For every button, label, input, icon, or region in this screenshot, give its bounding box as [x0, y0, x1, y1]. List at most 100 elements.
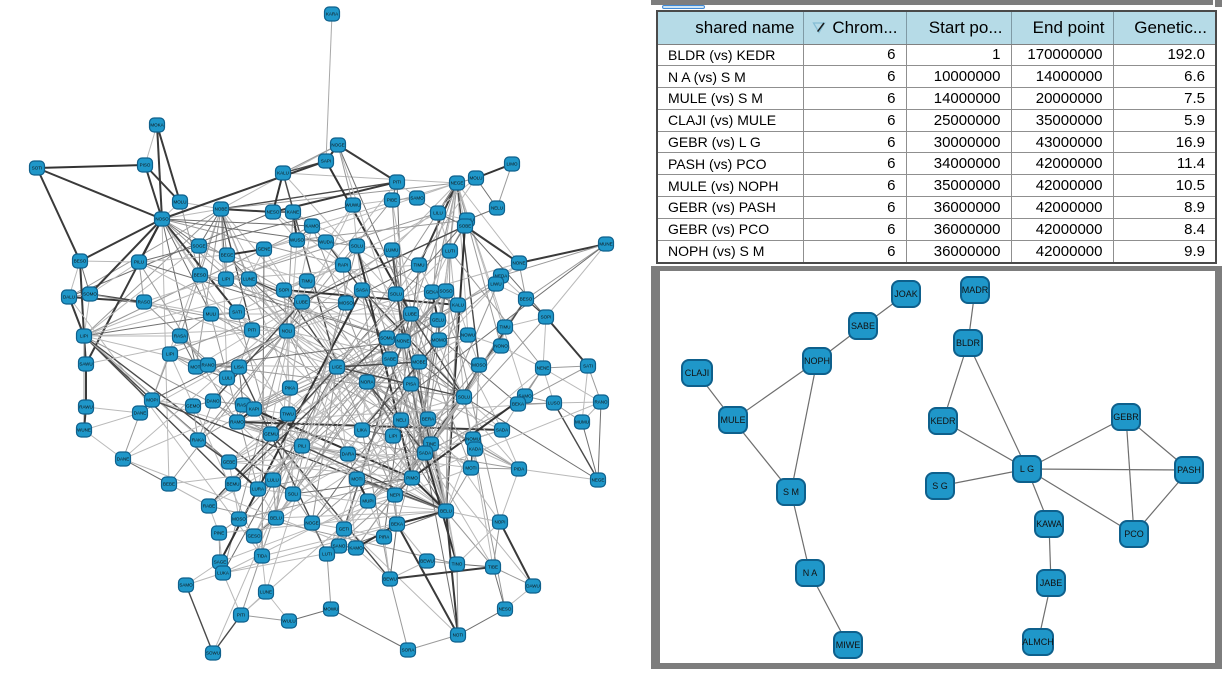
svg-text:BESO: BESO	[520, 297, 533, 302]
svg-text:NONE: NONE	[396, 339, 409, 344]
svg-text:NOLI: NOLI	[282, 329, 293, 334]
svg-text:KAWA: KAWA	[1036, 519, 1062, 529]
svg-text:BERA: BERA	[422, 417, 434, 422]
svg-text:RAKA: RAKA	[192, 438, 204, 443]
svg-text:LUTI: LUTI	[322, 552, 332, 557]
svg-text:LIPI: LIPI	[389, 434, 397, 439]
svg-text:TIBE: TIBE	[488, 565, 498, 570]
svg-text:NONO: NONO	[494, 344, 508, 349]
svg-text:SOLI: SOLI	[288, 492, 298, 497]
svg-text:N A: N A	[803, 568, 818, 578]
svg-text:RAPI: RAPI	[338, 263, 349, 268]
svg-text:KAMO: KAMO	[349, 546, 363, 551]
svg-text:BELU: BELU	[270, 516, 282, 521]
svg-text:TIDA: TIDA	[257, 554, 267, 559]
svg-text:MOSO: MOSO	[339, 301, 353, 306]
svg-text:PASH: PASH	[1177, 465, 1201, 475]
svg-text:WUDA: WUDA	[319, 240, 333, 245]
svg-text:NOTI: NOTI	[453, 633, 464, 638]
svg-text:LULI: LULI	[222, 376, 232, 381]
svg-text:LIWU: LIWU	[490, 282, 501, 287]
svg-text:SOSO: SOSO	[439, 289, 453, 294]
svg-text:RASA: RASA	[237, 403, 249, 408]
svg-text:SANO: SANO	[333, 544, 346, 549]
svg-text:MOTI: MOTI	[190, 365, 201, 370]
svg-text:WUWU: WUWU	[346, 203, 361, 208]
svg-text:NONE: NONE	[512, 261, 525, 266]
svg-text:MADR: MADR	[962, 285, 989, 295]
svg-text:PISO: PISO	[140, 163, 151, 168]
svg-text:GENE: GENE	[258, 247, 271, 252]
svg-text:GEBE: GEBE	[223, 460, 236, 465]
svg-text:DALU: DALU	[63, 295, 75, 300]
svg-text:LUNE: LUNE	[260, 590, 272, 595]
svg-text:KALU: KALU	[452, 303, 464, 308]
svg-text:LIPI: LIPI	[166, 352, 174, 357]
svg-text:PITI: PITI	[237, 613, 245, 618]
svg-text:MIWE: MIWE	[836, 640, 861, 650]
svg-text:MOTI: MOTI	[465, 466, 476, 471]
svg-text:DANO: DANO	[206, 399, 220, 404]
svg-text:KAPI: KAPI	[249, 407, 259, 412]
svg-text:WUNE: WUNE	[77, 428, 91, 433]
svg-text:SATI: SATI	[583, 364, 593, 369]
svg-text:GEBR: GEBR	[1113, 412, 1139, 422]
svg-text:NOBE: NOBE	[215, 207, 228, 212]
svg-text:WUSO: WUSO	[290, 238, 304, 243]
svg-text:GEKA: GEKA	[426, 290, 439, 295]
svg-text:NEGE: NEGE	[451, 181, 464, 186]
svg-text:SAGE: SAGE	[214, 560, 227, 565]
svg-text:S M: S M	[783, 487, 799, 497]
svg-text:NELI: NELI	[396, 418, 406, 423]
svg-text:NESO: NESO	[267, 210, 280, 215]
svg-text:MUPI: MUPI	[362, 499, 373, 504]
svg-text:LUTI: LUTI	[445, 249, 455, 254]
svg-text:MOSO: MOSO	[472, 363, 486, 368]
svg-text:GETI: GETI	[339, 527, 350, 532]
svg-text:SADA: SADA	[496, 428, 508, 433]
svg-text:CLAJI: CLAJI	[685, 368, 710, 378]
svg-text:SAMO: SAMO	[179, 583, 193, 588]
svg-text:TIMU: TIMU	[500, 325, 511, 330]
svg-text:SOLU: SOLU	[351, 244, 363, 249]
svg-text:NOMU: NOMU	[466, 437, 480, 442]
svg-text:WULU: WULU	[282, 619, 295, 624]
svg-text:PISA: PISA	[406, 382, 416, 387]
svg-text:SATI: SATI	[232, 310, 242, 315]
svg-text:RASA: RASA	[174, 334, 186, 339]
svg-text:LIPI: LIPI	[222, 277, 230, 282]
svg-text:SOWU: SOWU	[206, 651, 220, 656]
svg-text:LISA: LISA	[234, 365, 244, 370]
svg-text:LILU: LILU	[433, 211, 443, 216]
svg-text:SAPI: SAPI	[321, 159, 331, 164]
svg-text:KADA: KADA	[469, 447, 481, 452]
svg-text:PILU: PILU	[134, 260, 144, 265]
svg-text:LIPI: LIPI	[80, 334, 88, 339]
svg-text:SOPI: SOPI	[279, 288, 290, 293]
svg-text:BESO: BESO	[194, 273, 207, 278]
svg-text:KARA: KARA	[326, 12, 338, 17]
svg-text:MOPI: MOPI	[146, 398, 158, 403]
svg-text:BESO: BESO	[74, 259, 87, 264]
svg-text:PIMO: PIMO	[406, 476, 418, 481]
svg-text:RASO: RASO	[138, 300, 151, 305]
svg-text:BELU: BELU	[440, 509, 452, 514]
svg-text:LURA: LURA	[252, 487, 264, 492]
svg-text:L G: L G	[1020, 464, 1034, 474]
svg-text:MOLU: MOLU	[173, 200, 186, 205]
svg-text:NOSO: NOSO	[155, 217, 169, 222]
svg-text:SORA: SORA	[402, 648, 415, 653]
svg-text:NEDA: NEDA	[495, 274, 508, 279]
svg-text:LUNE: LUNE	[243, 277, 255, 282]
svg-text:SOLU: SOLU	[390, 292, 402, 297]
svg-text:SAWU: SAWU	[79, 362, 92, 367]
svg-text:TIMU: TIMU	[302, 279, 313, 284]
svg-text:PIKA: PIKA	[285, 386, 295, 391]
svg-text:BEKA: BEKA	[512, 402, 524, 407]
svg-text:LIGE: LIGE	[332, 365, 342, 370]
svg-text:KEDR: KEDR	[930, 416, 956, 426]
svg-text:NORA: NORA	[360, 380, 373, 385]
svg-text:RAWU: RAWU	[79, 405, 93, 410]
svg-text:NOGE: NOGE	[305, 521, 318, 526]
svg-text:DARA: DARA	[342, 452, 355, 457]
